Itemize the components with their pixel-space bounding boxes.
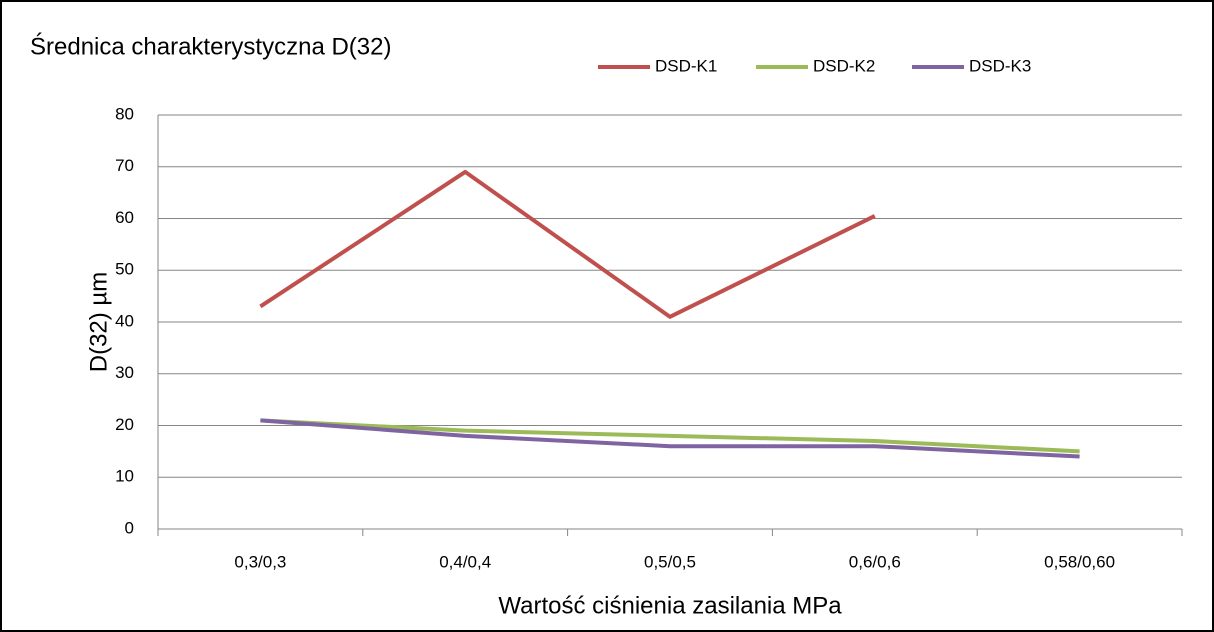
y-tick-label: 40: [115, 311, 134, 330]
y-tick-label: 0: [125, 518, 134, 537]
y-tick-label: 10: [115, 467, 134, 486]
x-tick-label: 0,3/0,3: [234, 552, 286, 571]
y-tick-label: 80: [115, 104, 134, 123]
y-tick-label: 50: [115, 260, 134, 279]
series-line: [260, 418, 1080, 459]
chart-title: Średnica charakterystyczna D(32): [30, 32, 391, 60]
y-tick-label: 60: [115, 208, 134, 227]
legend-label: DSD-K1: [655, 56, 717, 75]
y-axis-label: D(32) µm: [85, 272, 112, 373]
series-line: [260, 418, 1080, 454]
legend-label: DSD-K3: [969, 56, 1031, 75]
legend-label: DSD-K2: [813, 56, 875, 75]
series-line: [259, 169, 876, 319]
x-axis-label: Wartość ciśnienia zasilania MPa: [498, 592, 842, 619]
y-tick-label: 30: [115, 363, 134, 382]
x-tick-label: 0,4/0,4: [439, 552, 491, 571]
x-tick-label: 0,58/0,60: [1044, 552, 1115, 571]
y-tick-label: 70: [115, 156, 134, 175]
y-tick-label: 20: [115, 415, 134, 434]
x-tick-label: 0,6/0,6: [849, 552, 901, 571]
x-tick-label: 0,5/0,5: [644, 552, 696, 571]
